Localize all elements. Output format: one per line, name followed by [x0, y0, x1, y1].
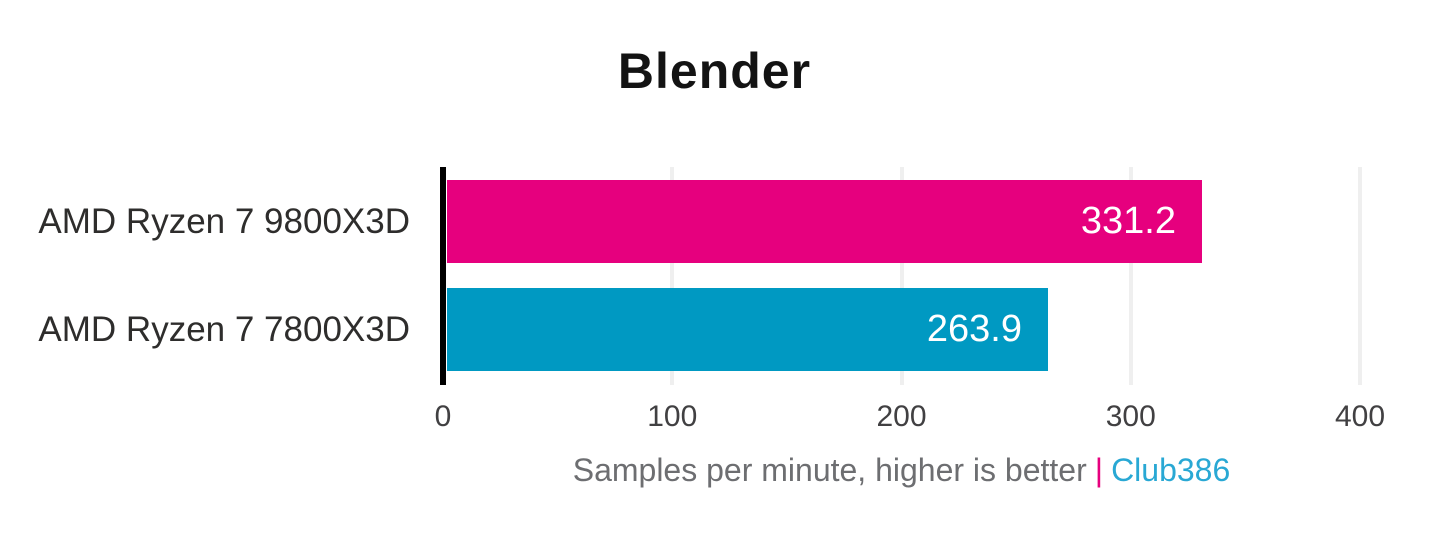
y-axis-line [440, 167, 446, 385]
gridline-100 [670, 167, 675, 385]
x-axis-caption: Samples per minute, higher is better | Clu… [443, 452, 1360, 489]
tick-label-200: 200 [876, 400, 927, 433]
category-label: AMD Ryzen 7 7800X3D [38, 309, 410, 349]
bar-value-label: 331.2 [1080, 200, 1176, 242]
bar-value-label: 263.9 [926, 308, 1022, 350]
gridline-300 [1128, 167, 1133, 385]
chart-title: Blender [617, 43, 812, 99]
bar-0: 331.2 [447, 180, 1202, 263]
gridline-400 [1358, 167, 1362, 385]
caption-text: Samples per minute, higher is better [572, 452, 1087, 488]
bar-1: 263.9 [447, 288, 1048, 371]
tick-label-300: 300 [1105, 400, 1156, 433]
tick-label-100: 100 [647, 400, 698, 433]
caption-separator: | [1094, 452, 1104, 488]
gridline-200 [899, 167, 904, 385]
caption-brand: Club386 [1111, 452, 1231, 488]
tick-label-0: 0 [434, 400, 452, 433]
tick-label-400: 400 [1334, 400, 1386, 433]
plot-area: 331.2 263.9 [440, 167, 1362, 385]
category-label: AMD Ryzen 7 9800X3D [38, 201, 410, 241]
